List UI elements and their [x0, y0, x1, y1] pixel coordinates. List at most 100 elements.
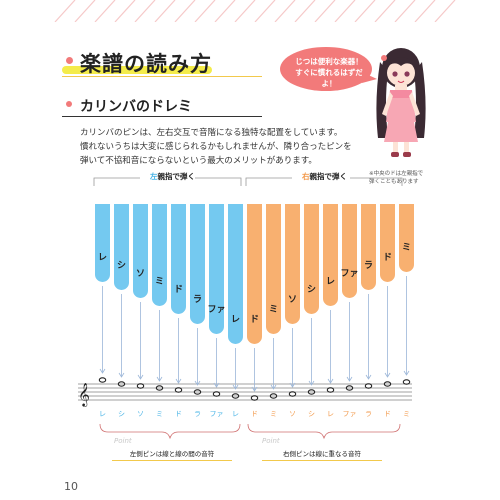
staff-note — [383, 381, 392, 387]
staff-note — [231, 393, 240, 399]
key-label: ラ — [364, 260, 373, 271]
body-paragraph: カリンバのピンは、左右交互で音階になる独特な配置をしています。 慣れないうちは大… — [80, 126, 410, 168]
arrow-head — [118, 372, 125, 378]
kalimba-key — [209, 204, 224, 335]
treble-clef-icon: 𝄞 — [78, 382, 90, 407]
music-staff — [78, 383, 412, 401]
speech-bubble — [280, 47, 377, 91]
key-label: ファ — [340, 269, 358, 279]
arrow-head — [403, 370, 410, 376]
body-line: 弾いて不協和音にならないという最大のメリットがあります。 — [80, 156, 317, 166]
staff-note — [288, 391, 297, 397]
key-label: レ — [98, 252, 107, 263]
speech-line: じつは便利な楽器！ — [295, 57, 363, 66]
note-name: ラ — [194, 410, 201, 418]
body-line: カリンバのピンは、左右交互で音階になる独特な配置をしています。 — [80, 128, 343, 138]
note-name: シ — [118, 410, 125, 418]
kalimba-key — [399, 204, 414, 273]
kalimba-diagram: 𝄞 レシソミドラファレ ドミソシレファラドミ レシソミドラファレドミソシレファラド… — [78, 177, 414, 440]
arrow-head — [308, 380, 315, 386]
arrow-head — [213, 382, 220, 388]
note-name: シ — [308, 410, 315, 418]
staff-note — [364, 383, 373, 389]
section-underline — [62, 116, 262, 117]
kalimba-key — [247, 204, 262, 344]
left-hand-word: 左 — [150, 172, 158, 181]
kalimba-key — [114, 204, 129, 290]
right-hand-word: 右 — [302, 172, 310, 181]
note-name: ド — [384, 410, 391, 418]
arrow-head — [156, 376, 163, 382]
key-label: ソ — [136, 268, 145, 279]
staff-note — [269, 393, 278, 399]
note-name: ファ — [343, 410, 357, 418]
point-label-left: Point — [114, 437, 132, 445]
key-label: ソ — [288, 294, 297, 305]
key-label: シ — [307, 284, 316, 295]
arrow-head — [384, 372, 391, 378]
note-name: ミ — [403, 410, 410, 418]
staff-note — [212, 391, 221, 397]
arrow-head — [194, 380, 201, 386]
arrow-head — [175, 378, 182, 384]
top-stripe-decoration — [54, 0, 456, 22]
key-label: ラ — [193, 294, 202, 305]
arrow-head — [99, 368, 106, 374]
arrow-head — [251, 386, 258, 392]
note-name: ミ — [270, 410, 277, 418]
key-label: ミ — [402, 242, 411, 253]
key-label: ファ — [207, 305, 225, 315]
staff-note — [193, 389, 202, 395]
staff-note — [117, 381, 126, 387]
staff-note — [345, 385, 354, 391]
footnote-line: 弾くこともあります — [369, 179, 419, 185]
right-thumb-label: 右親指で弾く — [302, 171, 347, 182]
staff-note — [402, 379, 411, 385]
note-name: レ — [99, 410, 106, 418]
point-brackets — [99, 423, 401, 440]
point-text-right: 右側ピンは線に重なる音符 — [262, 448, 382, 461]
note-name: レ — [327, 410, 334, 418]
left-hand-rest: 親指で弾く — [157, 172, 196, 181]
kalimba-key — [285, 204, 300, 324]
body-line: 慣れないうちは大変に感じられるかもしれませんが、隣り合ったピンを — [80, 142, 352, 152]
kalimba-key — [342, 204, 357, 298]
hand-brackets — [93, 177, 403, 186]
point-label-right: Point — [262, 437, 280, 445]
point-left-underline — [112, 460, 232, 461]
kalimba-key — [380, 204, 395, 283]
title-bullet — [66, 57, 73, 64]
right-hand-rest: 親指で弾く — [309, 172, 348, 181]
arrow-head — [289, 382, 296, 388]
note-name: ミ — [156, 410, 163, 418]
arrow-head — [137, 374, 144, 380]
page-title: 楽譜の読み方 — [80, 52, 212, 76]
kalimba-key — [133, 204, 148, 298]
note-name: ソ — [137, 410, 144, 418]
staff-note — [307, 389, 316, 395]
note-name: ラ — [365, 410, 372, 418]
kalimba-key — [323, 204, 338, 307]
arrow-head — [365, 374, 372, 380]
key-label: ミ — [269, 304, 278, 315]
kalimba-key — [152, 204, 167, 307]
staff-note — [155, 385, 164, 391]
speech-bubble-text: じつは便利な楽器！ すぐに慣れるはずだよ！ — [288, 56, 370, 89]
title-highlight — [62, 66, 212, 74]
arrow-head — [270, 384, 277, 390]
note-name: ソ — [289, 410, 296, 418]
kalimba-key — [95, 204, 110, 283]
arrow-head — [346, 376, 353, 382]
key-label: ド — [250, 314, 259, 325]
kalimba-key — [304, 204, 319, 314]
footnote-line: ※中央のドは左親指で — [369, 171, 424, 177]
title-underline — [62, 76, 262, 77]
arrow-head — [327, 378, 334, 384]
speech-line: すぐに慣れるはずだよ！ — [295, 68, 363, 88]
section-heading: カリンバのドレミ — [80, 99, 192, 115]
page-number: 10 — [64, 480, 78, 493]
note-name: ド — [251, 410, 258, 418]
girl-mascot-illustration — [376, 48, 426, 157]
kalimba-key — [266, 204, 281, 335]
